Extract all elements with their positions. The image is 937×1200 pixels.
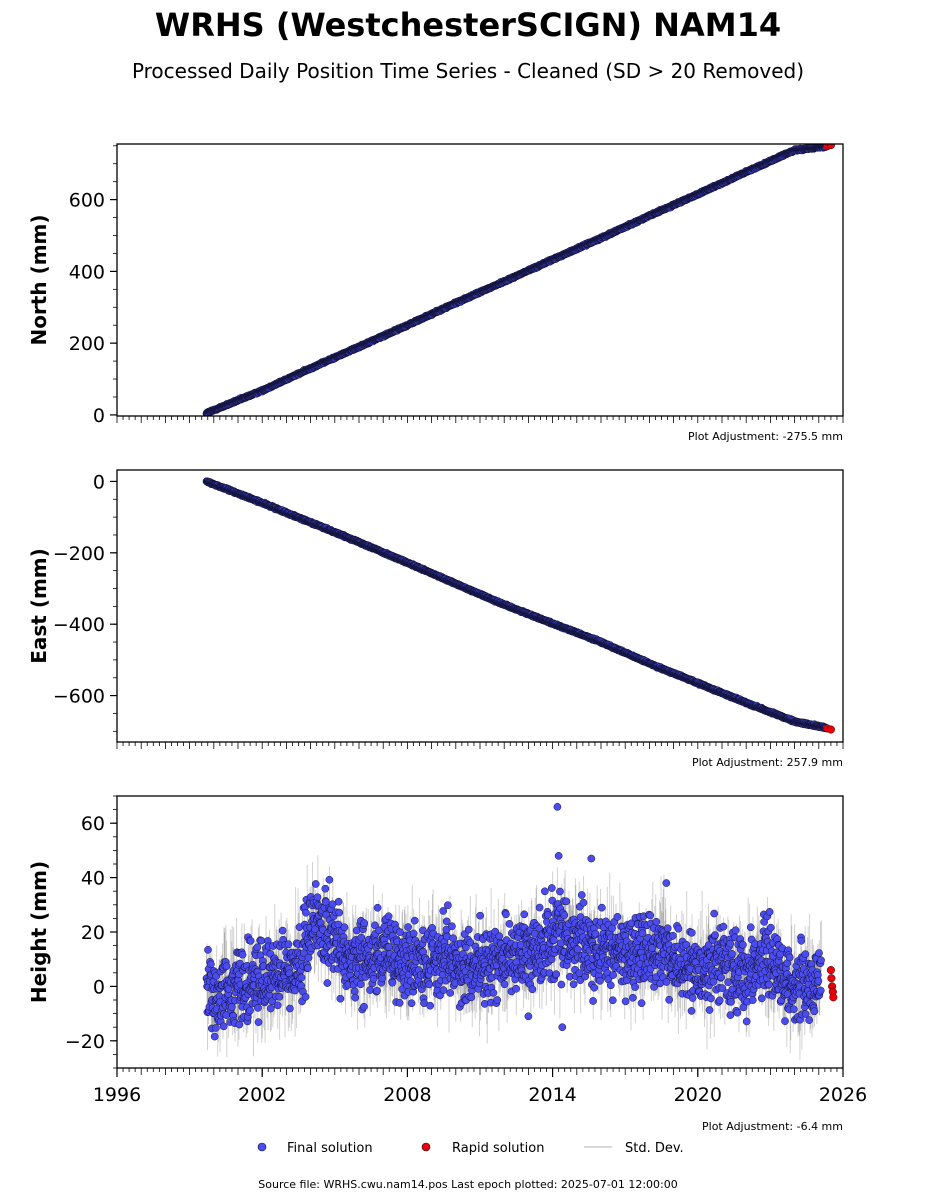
panels: 0 200 400 600 North (mm) Plot Adjustment: -27…: [27, 143, 867, 1133]
plot-area-east: [202, 477, 835, 734]
y-tick-label: 200: [69, 333, 105, 355]
chart-title: WRHS (WestchesterSCIGN) NAM14: [155, 6, 781, 44]
y-tick-label: 0: [93, 405, 105, 427]
rapid-point: [826, 144, 835, 150]
plot-adjustment-north: Plot Adjustment: -275.5 mm: [688, 430, 843, 443]
y-tick-label: 400: [69, 261, 105, 283]
panel-north: 0 200 400 600 North (mm) Plot Adjustment: -27…: [27, 143, 844, 443]
final-solution-points: [202, 144, 830, 416]
y-tick-label: 600: [69, 190, 105, 212]
axes-frame-north: [116, 143, 844, 417]
chart-subtitle: Processed Daily Position Time Series - C…: [132, 59, 804, 83]
final-solution-points: [202, 477, 830, 733]
rapid-solution-points: [823, 144, 835, 151]
plot-area-north: [202, 144, 835, 416]
y-axis-label-north: North (mm): [27, 214, 51, 345]
